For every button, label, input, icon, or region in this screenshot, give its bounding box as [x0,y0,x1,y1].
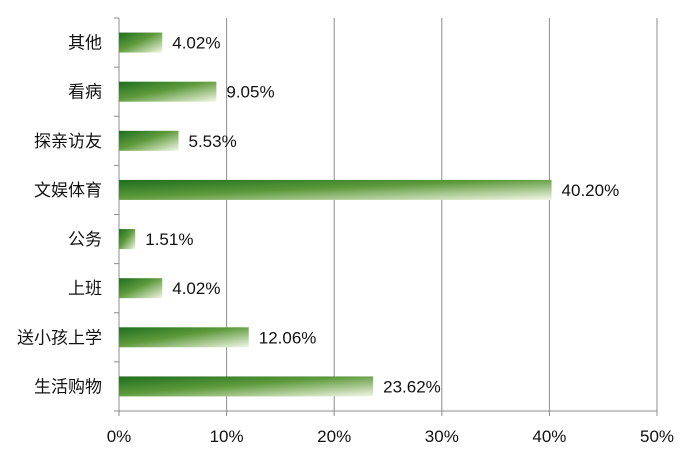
category-label: 探亲访友 [34,132,102,152]
bar-layer [119,32,552,397]
data-label: 40.20% [562,181,620,200]
x-tick-label: 20% [317,427,351,446]
x-tick-label: 10% [210,427,244,446]
data-label: 4.02% [172,34,220,53]
data-label: 9.05% [226,83,274,102]
x-tick-label: 0% [107,427,132,446]
bar [119,32,163,53]
data-label: 5.53% [189,132,237,151]
category-label: 看病 [68,83,102,103]
bar [119,229,136,250]
category-label: 公务 [68,230,102,250]
bar [119,327,249,348]
bar [119,81,217,102]
category-label: 生活购物 [34,377,102,397]
category-label: 其他 [68,34,102,54]
category-label: 上班 [68,279,102,299]
bar [119,130,179,151]
data-label: 4.02% [172,279,220,298]
bar [119,278,163,299]
data-label: 12.06% [259,328,317,347]
x-tick-label: 50% [640,427,674,446]
x-tick-label: 30% [425,427,459,446]
grid-layer [226,18,658,411]
bar [119,179,552,200]
category-label: 文娱体育 [34,181,102,201]
x-tick-label: 40% [532,427,566,446]
data-label: 23.62% [383,377,441,396]
data-label: 1.51% [145,230,193,249]
category-label: 送小孩上学 [17,328,102,348]
bar [119,376,374,397]
label-layer: 其他 4.02% 看病 9.05% 探亲访友 5.53% 文娱体育 40.20% 公务 1.51%… [17,34,619,398]
